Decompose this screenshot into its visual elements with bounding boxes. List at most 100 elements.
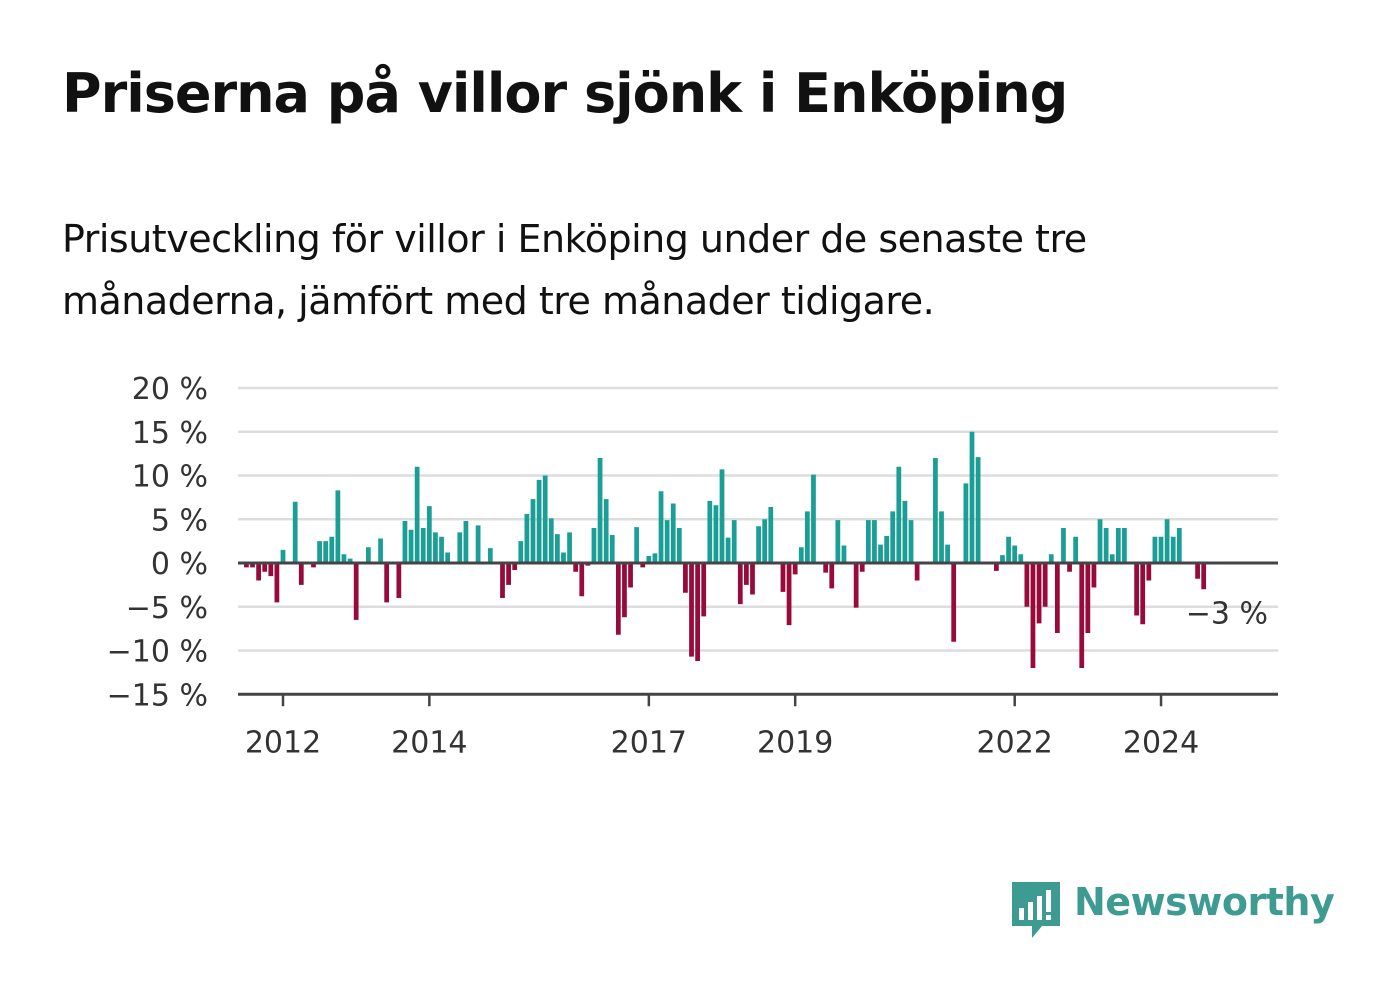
bar (579, 563, 585, 597)
bar (512, 563, 518, 570)
newsworthy-logo-icon (1012, 882, 1060, 938)
bar (664, 520, 670, 564)
bar (640, 563, 646, 568)
bar (457, 532, 463, 564)
bar (439, 536, 444, 563)
bar (573, 563, 579, 572)
bar (670, 503, 676, 563)
bar (701, 563, 707, 617)
bar (896, 466, 902, 563)
bar (420, 528, 426, 563)
chart-title: Priserna på villor sjönk i Enköping (62, 62, 1068, 125)
bar (384, 563, 390, 603)
bar-chart: 20 %15 %10 %5 %0 %−5 %−10 %−15 % 2012 201… (107, 372, 1278, 760)
y-tick-label: −10 % (107, 635, 208, 670)
bar (487, 548, 493, 564)
bar (1085, 563, 1091, 633)
bar (646, 556, 652, 563)
bar (853, 563, 859, 608)
last-value-label: −3 % (1186, 596, 1268, 631)
bar (658, 491, 664, 563)
bar (994, 563, 999, 571)
bar (1018, 554, 1024, 563)
bar (1042, 563, 1048, 607)
bar (311, 563, 316, 568)
bar (378, 538, 383, 563)
bar (1115, 528, 1121, 563)
bar (969, 431, 975, 563)
x-tick-label: 2024 (1123, 725, 1199, 760)
bar (908, 520, 914, 564)
bar (1097, 519, 1103, 563)
bar (676, 528, 682, 563)
bar (744, 563, 749, 585)
bar (634, 527, 640, 564)
bar (353, 563, 359, 620)
bar (1158, 536, 1164, 563)
bar (317, 541, 322, 564)
bar (1170, 536, 1176, 563)
bar (1000, 555, 1005, 564)
bar (1012, 545, 1018, 563)
y-tick-label: −5 % (126, 591, 208, 626)
bar (329, 536, 335, 563)
bar (780, 563, 786, 592)
bar (1152, 536, 1158, 563)
bar (933, 458, 938, 563)
bar (365, 547, 371, 563)
bar (256, 563, 261, 581)
bar (622, 563, 627, 618)
bar (829, 563, 835, 589)
bar (433, 532, 438, 564)
bar (426, 506, 432, 564)
bar (689, 563, 694, 657)
bar (859, 563, 865, 572)
bar (725, 537, 731, 564)
bar (811, 474, 816, 564)
bar (615, 563, 621, 635)
bar (683, 563, 688, 593)
y-tick-label: 20 % (132, 372, 208, 407)
bar (695, 563, 700, 661)
bar (914, 563, 920, 581)
bar (798, 547, 804, 563)
bar (475, 525, 481, 564)
bar (1079, 563, 1085, 668)
bar (298, 563, 304, 585)
chart-subtitle: Prisutveckling för villor i Enköping und… (62, 217, 1087, 323)
x-tick-label: 2014 (391, 725, 467, 760)
x-tick-label: 2022 (977, 725, 1053, 760)
bar (1048, 554, 1054, 563)
bar (719, 469, 725, 564)
bar (884, 535, 890, 564)
bar (756, 526, 761, 563)
bar (530, 499, 536, 564)
bar (713, 505, 719, 563)
bar (548, 518, 554, 564)
bar (542, 475, 548, 563)
bar (1134, 563, 1139, 616)
bar (1103, 528, 1109, 563)
bar (603, 499, 609, 564)
x-tick-label: 2019 (757, 725, 833, 760)
bar (555, 534, 560, 564)
bar (707, 500, 713, 564)
bar (341, 554, 347, 563)
bar (1109, 554, 1115, 563)
bar (536, 479, 542, 564)
bar (1054, 563, 1060, 633)
bar (1067, 563, 1072, 572)
y-tick-label: −15 % (107, 678, 208, 713)
bar (597, 458, 603, 563)
axes (238, 561, 1278, 707)
bar (945, 544, 950, 564)
bar (750, 563, 755, 595)
bar (1122, 528, 1127, 563)
x-tick-label: 2017 (611, 725, 687, 760)
bar (737, 563, 743, 605)
bar (835, 520, 841, 564)
bar (408, 529, 414, 563)
bar (1036, 563, 1042, 624)
bar (865, 520, 871, 564)
bar (878, 544, 883, 564)
